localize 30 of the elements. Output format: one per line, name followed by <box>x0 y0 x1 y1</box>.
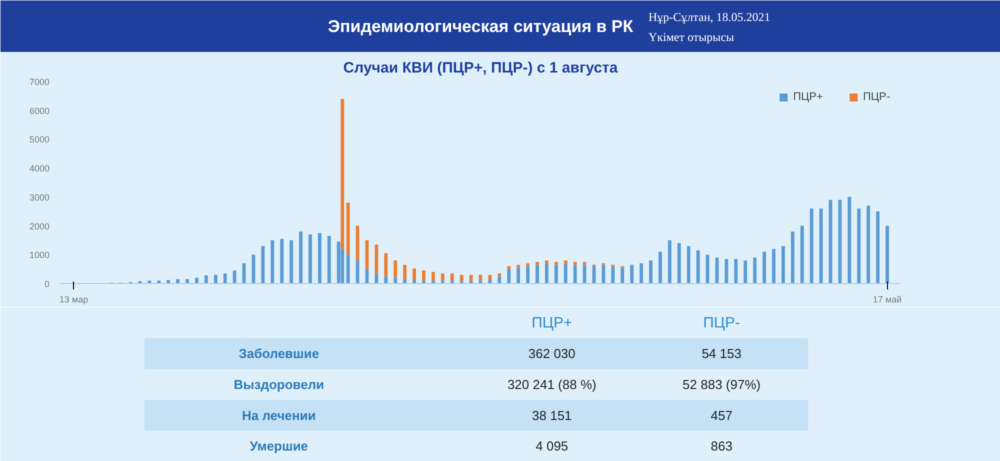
y-tick-label: 1000 <box>29 250 50 260</box>
text: Выздоровели <box>234 377 324 392</box>
y-tick-label: 5000 <box>29 134 50 145</box>
text: ПЦР+ <box>532 314 572 332</box>
text: Заболевшие <box>238 346 320 362</box>
text: 320 241 (88 %) <box>507 377 596 392</box>
text: ПЦР- <box>703 314 740 332</box>
text: На лечении <box>242 408 316 423</box>
y-tick-label: 3000 <box>29 192 50 202</box>
text: 457 <box>710 408 732 423</box>
text: 863 <box>710 438 732 454</box>
text: 52 883 (97%) <box>682 377 761 392</box>
x-tick-label: 13 мар <box>59 294 88 304</box>
y-tick-label: 7000 <box>29 77 50 87</box>
legend-label: ПЦР- <box>862 91 890 103</box>
y-tick-label: 0 <box>44 279 50 289</box>
text: 362 030 <box>528 346 576 362</box>
text: Үкімет отырысы <box>648 30 734 44</box>
chart-subtitle: Случаи КВИ (ПЦР+, ПЦР-) с 1 августа <box>343 60 618 76</box>
y-tick-label: 2000 <box>29 221 50 232</box>
text: Нұр-Сұлтан, 18.05.2021 <box>648 10 770 24</box>
text: 54 153 <box>702 346 742 362</box>
text: Умершие <box>250 438 308 454</box>
text: 4 095 <box>536 438 568 454</box>
y-tick-label: 4000 <box>29 164 50 174</box>
legend-label: ПЦР+ <box>793 91 823 103</box>
x-tick-label: 17 май <box>872 294 902 304</box>
text: 38 151 <box>532 408 572 423</box>
chart-title: Эпидемиологическая ситуация в РК <box>328 17 634 36</box>
y-tick-label: 6000 <box>29 106 50 116</box>
